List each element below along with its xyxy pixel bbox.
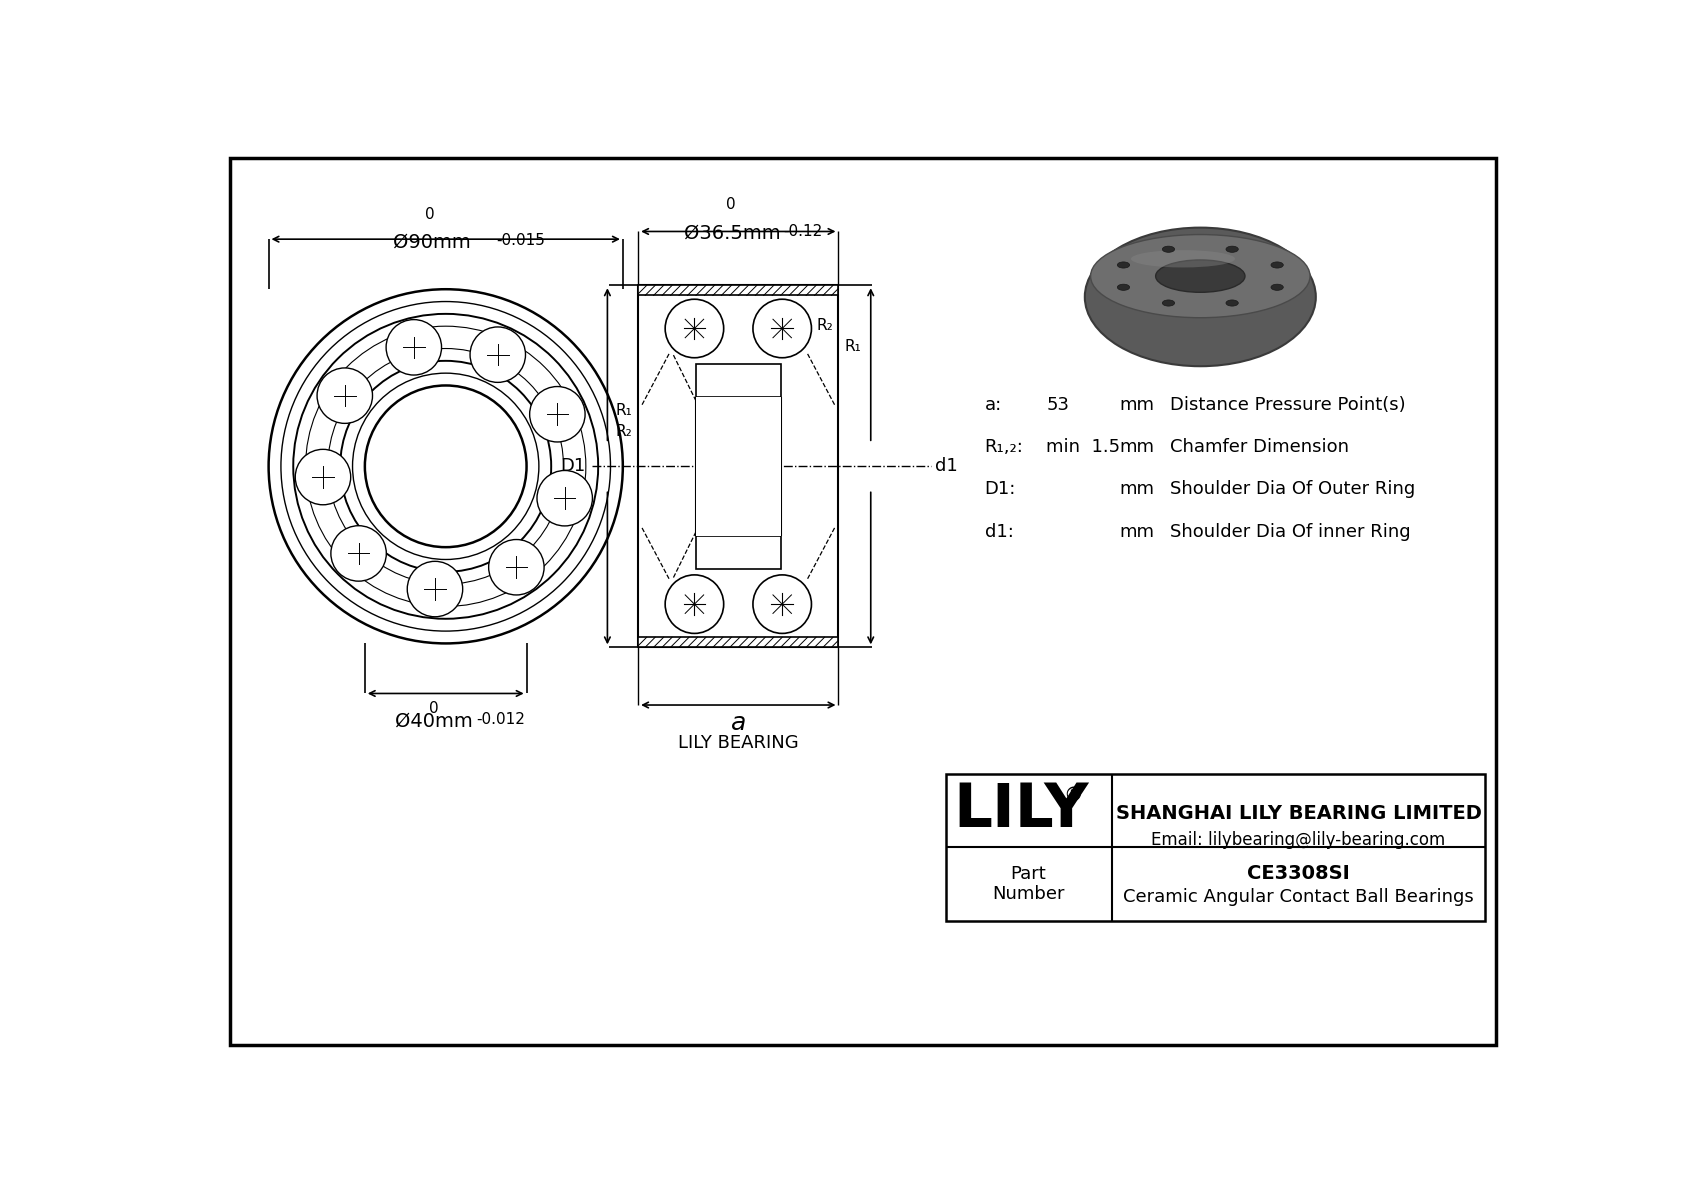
Ellipse shape — [1226, 300, 1238, 306]
Circle shape — [753, 575, 812, 634]
Circle shape — [295, 449, 350, 505]
Text: ®: ® — [1064, 786, 1083, 805]
Text: 0: 0 — [726, 198, 736, 212]
Text: R₂: R₂ — [817, 318, 834, 332]
Text: R₁: R₁ — [615, 404, 632, 418]
Ellipse shape — [1091, 235, 1310, 318]
Bar — [695, 364, 781, 397]
Text: a: a — [731, 711, 746, 735]
Text: D1:: D1: — [985, 480, 1015, 498]
Ellipse shape — [1271, 285, 1283, 291]
Text: Chamfer Dimension: Chamfer Dimension — [1169, 438, 1349, 456]
Circle shape — [470, 328, 525, 382]
Text: R₁: R₁ — [845, 339, 861, 354]
Text: 0: 0 — [426, 207, 434, 223]
Text: min  1.5: min 1.5 — [1046, 438, 1120, 456]
Text: mm: mm — [1120, 523, 1155, 541]
Circle shape — [386, 319, 441, 375]
Text: 0: 0 — [429, 701, 440, 716]
Text: Shoulder Dia Of Outer Ring: Shoulder Dia Of Outer Ring — [1169, 480, 1415, 498]
Circle shape — [665, 575, 724, 634]
Text: d1:: d1: — [985, 523, 1014, 541]
Circle shape — [330, 525, 386, 581]
Text: LILY BEARING: LILY BEARING — [679, 735, 798, 753]
Text: D1: D1 — [561, 457, 586, 475]
Text: Ø36.5mm: Ø36.5mm — [684, 224, 780, 243]
Ellipse shape — [1116, 262, 1130, 268]
Text: R₁,₂:: R₁,₂: — [985, 438, 1024, 456]
Text: Ø90mm: Ø90mm — [392, 233, 472, 252]
Text: LILY: LILY — [953, 781, 1088, 840]
Circle shape — [537, 470, 593, 526]
Text: 53: 53 — [1046, 395, 1069, 413]
Ellipse shape — [1162, 247, 1175, 252]
Text: -0.012: -0.012 — [477, 712, 525, 727]
Ellipse shape — [1155, 260, 1244, 292]
Text: R₂: R₂ — [615, 424, 632, 439]
Ellipse shape — [1226, 247, 1238, 252]
Circle shape — [317, 368, 372, 423]
Bar — [695, 397, 781, 536]
Circle shape — [530, 387, 584, 442]
Text: CE3308SI: CE3308SI — [1248, 865, 1351, 884]
Text: Part
Number: Part Number — [992, 865, 1064, 904]
Text: d1: d1 — [935, 457, 958, 475]
Bar — [695, 536, 781, 569]
Text: Ceramic Angular Contact Ball Bearings: Ceramic Angular Contact Ball Bearings — [1123, 888, 1474, 906]
Text: mm: mm — [1120, 480, 1155, 498]
Text: -0.015: -0.015 — [495, 233, 544, 248]
Text: a:: a: — [985, 395, 1002, 413]
Text: mm: mm — [1120, 395, 1155, 413]
Ellipse shape — [1116, 285, 1130, 291]
Bar — [946, 774, 1485, 921]
Circle shape — [488, 540, 544, 596]
Ellipse shape — [1162, 300, 1175, 306]
Ellipse shape — [1084, 227, 1315, 366]
Circle shape — [665, 299, 724, 357]
Ellipse shape — [1132, 250, 1234, 268]
Text: -0.12: -0.12 — [783, 224, 822, 238]
Text: Shoulder Dia Of inner Ring: Shoulder Dia Of inner Ring — [1169, 523, 1410, 541]
Circle shape — [753, 299, 812, 357]
Text: SHANGHAI LILY BEARING LIMITED: SHANGHAI LILY BEARING LIMITED — [1115, 804, 1482, 823]
Ellipse shape — [1271, 262, 1283, 268]
Text: Distance Pressure Point(s): Distance Pressure Point(s) — [1169, 395, 1404, 413]
Text: Ø40mm: Ø40mm — [396, 712, 473, 731]
Bar — [638, 637, 839, 647]
Circle shape — [408, 561, 463, 617]
Bar — [638, 286, 839, 295]
Text: Email: lilybearing@lily-bearing.com: Email: lilybearing@lily-bearing.com — [1152, 831, 1445, 849]
Text: mm: mm — [1120, 438, 1155, 456]
